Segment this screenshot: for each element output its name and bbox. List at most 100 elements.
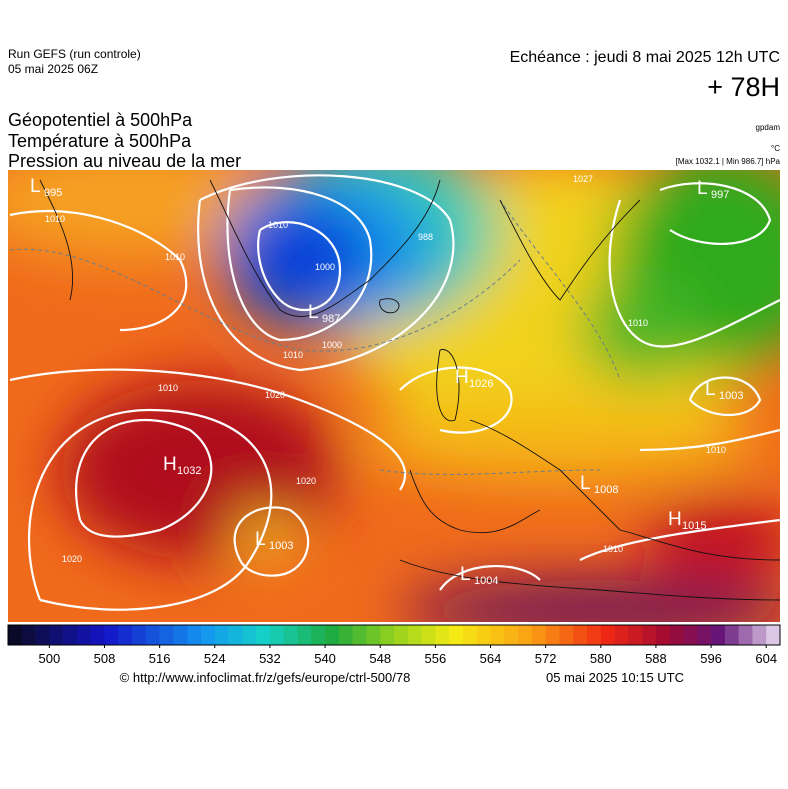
isobar-label: 1020 bbox=[296, 476, 316, 486]
colorbar-cell bbox=[90, 625, 105, 645]
isobar-label: 1020 bbox=[265, 390, 285, 400]
colorbar-tick-label: 524 bbox=[204, 651, 226, 666]
colorbar-tick-label: 548 bbox=[369, 651, 391, 666]
colorbar-cell bbox=[242, 625, 257, 645]
colorbar-cell bbox=[269, 625, 285, 645]
colorbar-tick-label: 500 bbox=[39, 651, 61, 666]
colorbar-cell bbox=[669, 625, 684, 645]
center-pressure: 1015 bbox=[682, 520, 706, 532]
isobar-label: 1010 bbox=[283, 350, 303, 360]
colorbar-cell bbox=[724, 625, 739, 645]
field-title: Température à 500hPa bbox=[8, 131, 192, 151]
isobar-label: 1010 bbox=[158, 383, 178, 393]
isobar-label: 1010 bbox=[268, 220, 288, 230]
colorbar-frame bbox=[7, 624, 781, 646]
colorbar-cell bbox=[587, 625, 602, 645]
run-date: 05 mai 2025 06Z bbox=[8, 62, 98, 76]
colorbar-cell bbox=[352, 625, 367, 645]
colorbar-cell bbox=[545, 625, 560, 645]
isobar-label: 1020 bbox=[62, 554, 82, 564]
unit-label: gpdam bbox=[756, 123, 781, 132]
coastlines bbox=[39, 179, 780, 601]
center-pressure: 995 bbox=[44, 187, 62, 199]
colorbar-cell bbox=[283, 625, 298, 645]
colorbar-cell bbox=[642, 625, 657, 645]
center-pressure: 987 bbox=[322, 313, 340, 325]
source-url: © http://www.infoclimat.fr/z/gefs/europe… bbox=[120, 670, 411, 685]
center-pressure: 1004 bbox=[474, 575, 498, 587]
isobar-label: 1000 bbox=[315, 262, 335, 272]
colorbar-cell bbox=[159, 625, 174, 645]
colorbar-cell bbox=[407, 625, 422, 645]
unit-label: °C bbox=[771, 144, 780, 153]
colorbar-cell bbox=[490, 625, 505, 645]
colorbar-cell bbox=[256, 625, 271, 645]
colorbar: 500 508 516 524 532 540 548 556 564 572 580 588 596 6… bbox=[7, 624, 781, 666]
colorbar-cell bbox=[380, 625, 395, 645]
isobar-label: 988 bbox=[418, 232, 433, 242]
colorbar-cell bbox=[201, 625, 216, 645]
isobar-label: 1000 bbox=[322, 340, 342, 350]
colorbar-tick-label: 588 bbox=[645, 651, 667, 666]
colorbar-cell bbox=[8, 625, 23, 645]
colorbar-cell bbox=[187, 625, 202, 645]
extremes: [Max 1032.1 | Min 986.7] hPa bbox=[676, 157, 781, 166]
colorbar-cell bbox=[573, 625, 588, 645]
echeance: Echéance : jeudi 8 mai 2025 12h UTC bbox=[510, 49, 780, 66]
colorbar-tick-label: 572 bbox=[535, 651, 557, 666]
isobar-label: 1010 bbox=[165, 252, 185, 262]
colorbar-cell bbox=[76, 625, 92, 645]
center-pressure: 997 bbox=[711, 189, 729, 201]
colorbar-cell bbox=[628, 625, 643, 645]
colorbar-cell bbox=[752, 625, 767, 645]
colorbar-cell bbox=[145, 625, 160, 645]
colorbar-cell bbox=[462, 625, 478, 645]
isobars bbox=[9, 174, 780, 611]
center-pressure: 1032 bbox=[177, 465, 201, 477]
colorbar-tick-label: 564 bbox=[480, 651, 502, 666]
colorbar-cell bbox=[711, 625, 726, 645]
center-letter: L bbox=[705, 379, 716, 400]
colorbar-cell bbox=[173, 625, 188, 645]
isobar-label: 1010 bbox=[628, 318, 648, 328]
colorbar-cell bbox=[214, 625, 229, 645]
colorbar-cell bbox=[518, 625, 533, 645]
colorbar-tick-label: 596 bbox=[700, 651, 722, 666]
colorbar-cell bbox=[738, 625, 753, 645]
colorbar-cell bbox=[21, 625, 36, 645]
colorbar-cell bbox=[297, 625, 312, 645]
isobar-label: 1010 bbox=[603, 544, 623, 554]
colorbar-cell bbox=[421, 625, 436, 645]
colorbar-tick-label: 556 bbox=[425, 651, 447, 666]
center-letter: H bbox=[163, 454, 177, 475]
colorbar-tick-label: 540 bbox=[314, 651, 336, 666]
center-letter: H bbox=[455, 367, 469, 388]
isobar-label: 1010 bbox=[45, 214, 65, 224]
colorbar-tick-label: 604 bbox=[755, 651, 777, 666]
colorbar-cell bbox=[600, 625, 615, 645]
colorbar-cell bbox=[132, 625, 147, 645]
field-title: Géopotentiel à 500hPa bbox=[8, 110, 193, 130]
colorbar-cell bbox=[504, 625, 519, 645]
colorbar-cell bbox=[63, 625, 78, 645]
colorbar-cell bbox=[476, 625, 491, 645]
colorbar-cell bbox=[766, 625, 781, 645]
colorbar-cell bbox=[325, 625, 340, 645]
colorbar-cell bbox=[228, 625, 243, 645]
field-title: Pression au niveau de la mer bbox=[8, 151, 241, 171]
colorbar-cell bbox=[394, 625, 409, 645]
center-letter: L bbox=[580, 473, 591, 494]
colorbar-cell bbox=[311, 625, 326, 645]
center-pressure: 1003 bbox=[269, 540, 293, 552]
colorbar-tick-label: 516 bbox=[149, 651, 171, 666]
colorbar-tick-label: 508 bbox=[94, 651, 116, 666]
colorbar-tick-label: 532 bbox=[259, 651, 281, 666]
colorbar-cell bbox=[655, 625, 671, 645]
isobar-label: 1010 bbox=[706, 445, 726, 455]
lead-time: + 78H bbox=[707, 72, 780, 102]
center-letter: L bbox=[308, 302, 319, 323]
colorbar-cell bbox=[118, 625, 133, 645]
